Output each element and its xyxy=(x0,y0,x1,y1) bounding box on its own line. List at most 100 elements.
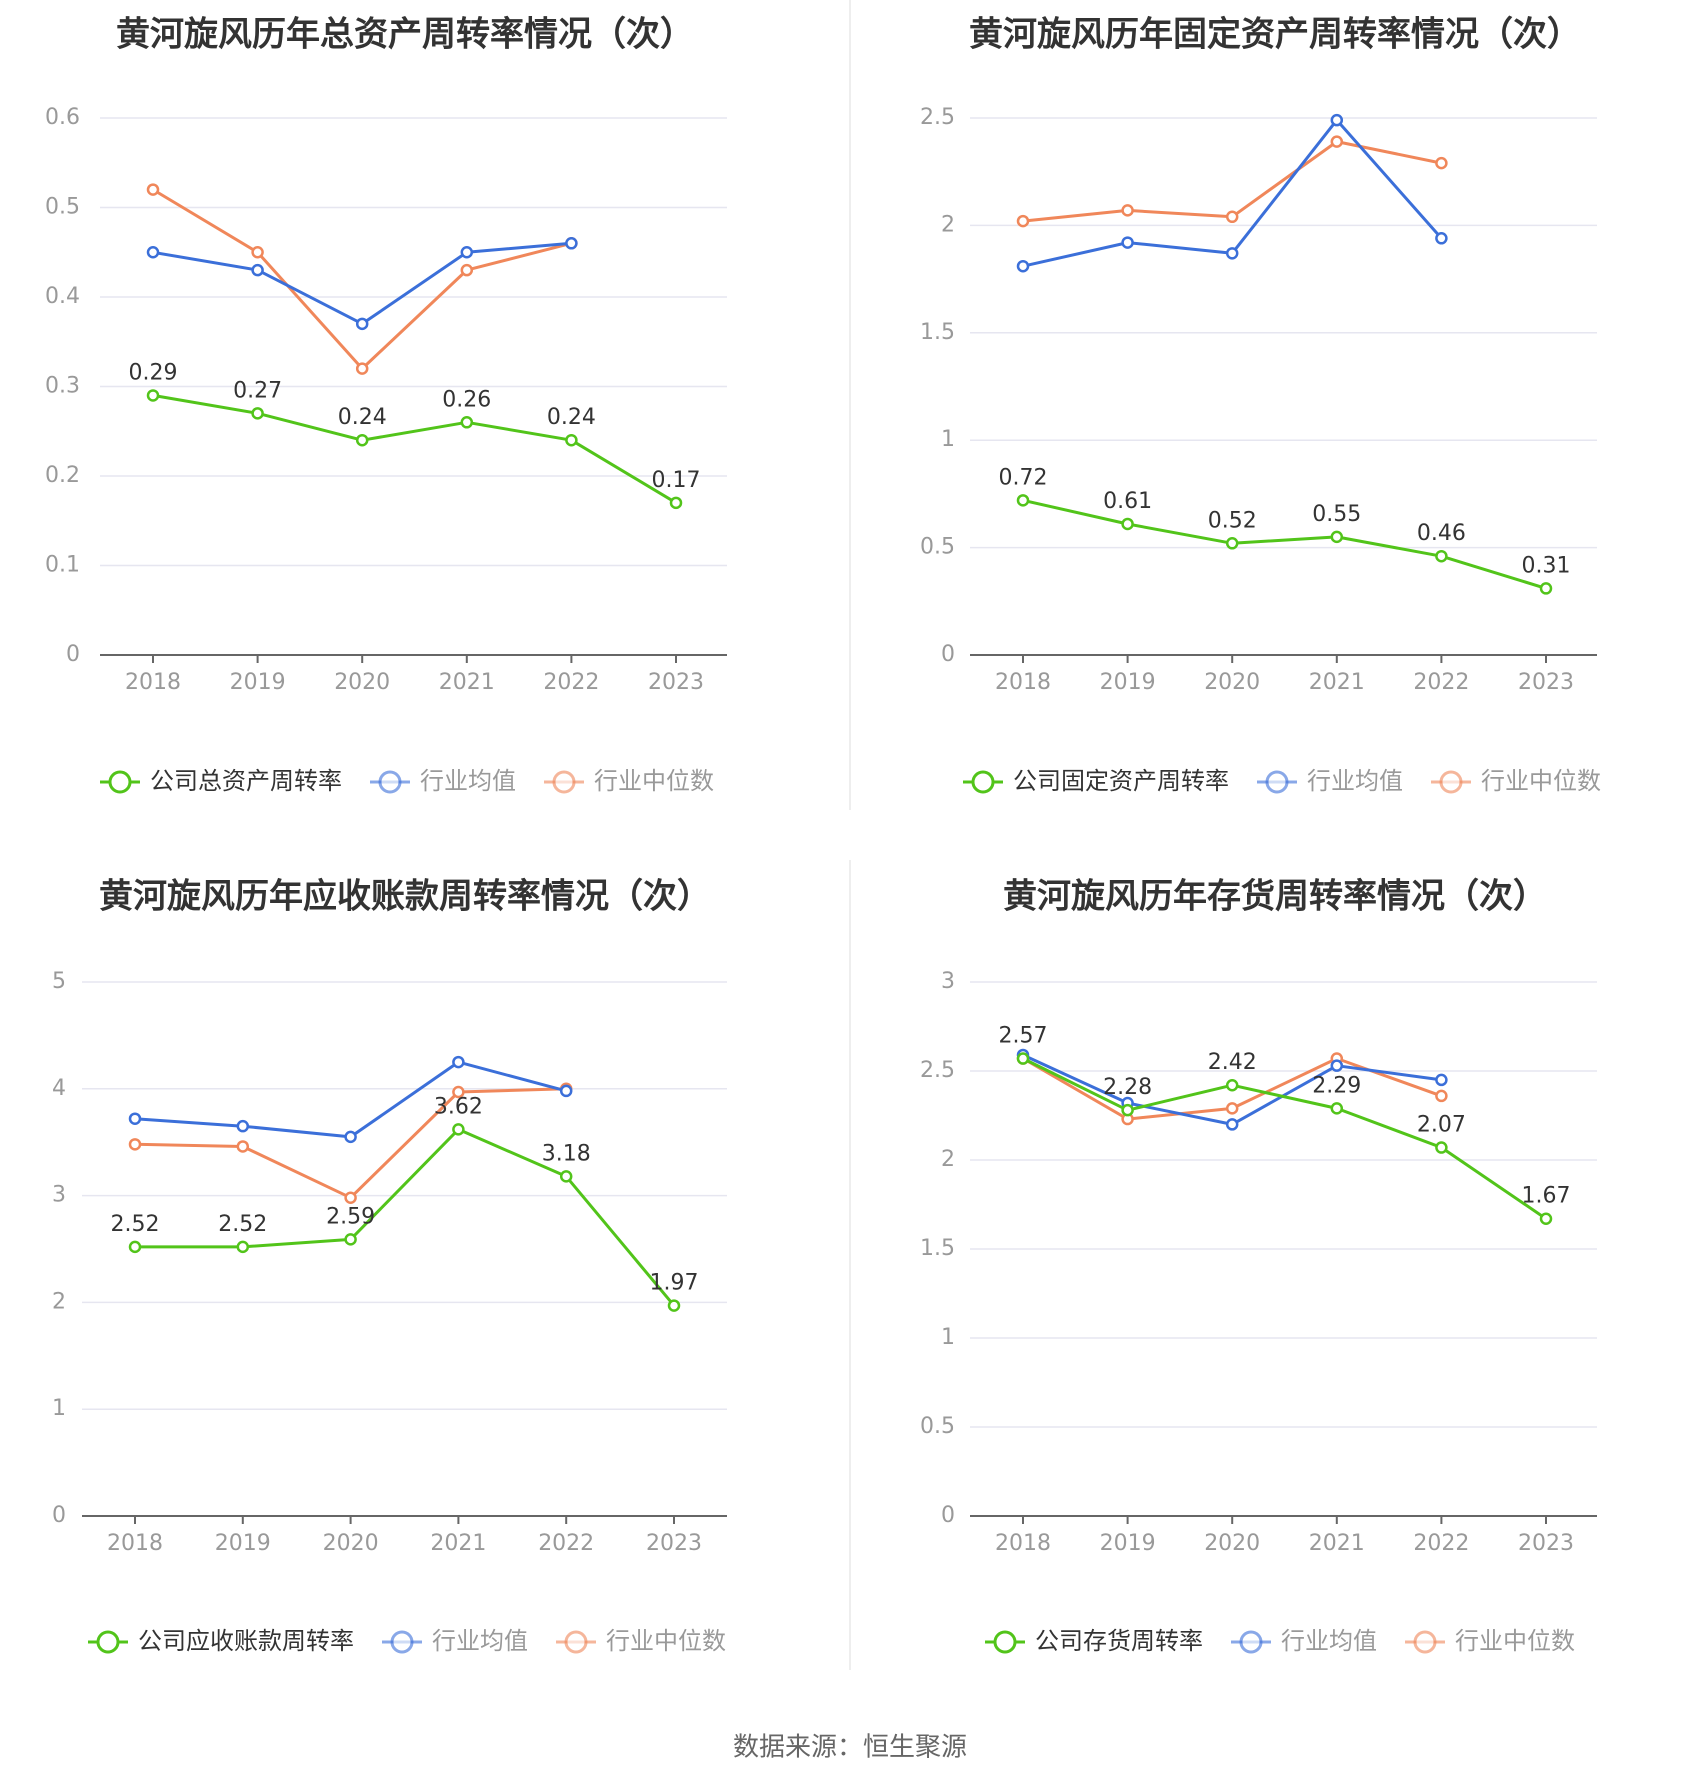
x-tick-label: 2022 xyxy=(538,1531,594,1556)
data-label: 2.59 xyxy=(326,1204,375,1229)
x-tick-label: 2020 xyxy=(334,670,390,695)
legend-marker xyxy=(1439,770,1463,794)
x-tick-label: 2018 xyxy=(995,1531,1051,1556)
legend-marker xyxy=(993,1630,1017,1654)
data-label: 0.24 xyxy=(547,405,596,430)
y-tick-label: 1 xyxy=(941,1325,955,1350)
data-point-company xyxy=(559,1170,573,1183)
data-label: 0.55 xyxy=(1312,502,1361,527)
data-point-company xyxy=(667,1299,681,1312)
x-tick-label: 2022 xyxy=(1413,670,1469,695)
legend-marker xyxy=(971,770,995,794)
legend-label: 行业中位数 xyxy=(594,767,714,795)
y-tick-label: 2 xyxy=(52,1289,66,1314)
y-tick-label: 1 xyxy=(941,427,955,452)
data-source: 数据来源：恒生聚源 xyxy=(733,1733,967,1763)
chart-panel-3: 黄河旋风历年应收账款周转率情况（次） 0 1 2 3 4 5 2018 2019 2020 2021… xyxy=(52,877,727,1655)
x-tick-label: 2021 xyxy=(1309,670,1365,695)
data-point-avg xyxy=(565,237,578,250)
data-label: 3.18 xyxy=(542,1141,591,1166)
x-tick-label: 2021 xyxy=(439,670,495,695)
legend-label: 行业中位数 xyxy=(1455,1627,1575,1655)
series-median xyxy=(146,183,578,375)
series-line-avg xyxy=(152,241,572,326)
legend-label: 公司总资产周转率 xyxy=(150,767,342,795)
series-line-company xyxy=(1022,498,1547,590)
series-line-median xyxy=(134,1087,567,1200)
y-tick-label: 1.5 xyxy=(920,1236,955,1261)
chart-panel-2: 黄河旋风历年固定资产周转率情况（次） 0 0.5 1 1.5 2 2.5 2018 2019 20… xyxy=(920,15,1601,796)
data-point-company xyxy=(344,1233,357,1246)
x-tick-label: 2023 xyxy=(1518,1531,1574,1556)
chart-title: 黄河旋风历年应收账款周转率情况（次） xyxy=(99,877,711,917)
data-point-company xyxy=(236,1240,250,1254)
series-company: 0.29 0.27 0.24 0.26 0.24 0.17 xyxy=(129,360,701,510)
legend-label: 行业中位数 xyxy=(606,1627,726,1655)
data-label: 0.61 xyxy=(1103,489,1152,514)
chart-title: 黄河旋风历年固定资产周转率情况（次） xyxy=(969,15,1581,55)
legend-item-company: 公司应收账款周转率 xyxy=(88,1627,354,1655)
legend-label: 行业均值 xyxy=(420,767,516,795)
y-tick-label: 1 xyxy=(52,1396,66,1421)
legend-item-company: 公司存货周转率 xyxy=(985,1627,1203,1655)
data-point-company xyxy=(128,1240,142,1254)
series-avg xyxy=(128,1055,573,1144)
data-label: 0.17 xyxy=(652,468,701,493)
legend-item-median: 行业中位数 xyxy=(544,767,714,795)
data-point-avg xyxy=(344,1130,357,1144)
data-point-company xyxy=(1121,517,1134,531)
data-label: 2.28 xyxy=(1103,1075,1152,1100)
y-tick-label: 4 xyxy=(52,1076,66,1101)
legend-item-company: 公司总资产周转率 xyxy=(100,767,342,795)
legend-marker xyxy=(96,1630,120,1654)
data-label: 0.27 xyxy=(233,378,282,403)
data-point-median xyxy=(355,362,369,375)
data-point-median xyxy=(236,1140,250,1153)
data-point-avg xyxy=(1330,1059,1344,1072)
data-point-avg xyxy=(355,317,369,331)
data-point-company xyxy=(1435,549,1448,563)
data-point-avg xyxy=(1225,1118,1239,1131)
series-line-median xyxy=(1022,140,1442,223)
data-label: 0.72 xyxy=(999,465,1048,490)
series-line-avg xyxy=(1022,118,1443,268)
x-tick-label: 2023 xyxy=(648,670,704,695)
legend-marker xyxy=(378,770,402,794)
data-point-company xyxy=(1539,582,1553,595)
data-point-avg xyxy=(559,1084,573,1098)
y-tick-label: 5 xyxy=(52,969,66,994)
data-point-median xyxy=(452,1085,465,1099)
y-tick-label: 2.5 xyxy=(920,1058,955,1083)
data-point-company xyxy=(1330,1102,1344,1115)
legend: 公司存货周转率 行业均值 行业中位数 xyxy=(985,1627,1575,1655)
legend-item-company: 公司固定资产周转率 xyxy=(963,767,1229,795)
data-point-company xyxy=(355,433,369,447)
data-point-company xyxy=(1016,1052,1030,1065)
chart-title: 黄河旋风历年存货周转率情况（次） xyxy=(1003,877,1547,917)
legend: 公司总资产周转率 行业均值 行业中位数 xyxy=(100,767,714,795)
legend-label: 行业均值 xyxy=(432,1627,528,1655)
legend-marker xyxy=(564,1630,588,1654)
legend-marker xyxy=(1413,1630,1437,1654)
data-point-median xyxy=(1121,204,1134,217)
data-point-median xyxy=(146,183,160,196)
data-point-company xyxy=(146,389,160,402)
y-tick-label: 0.4 xyxy=(45,284,80,309)
legend-marker xyxy=(390,1630,414,1654)
legend-item-avg: 行业均值 xyxy=(1231,1627,1377,1655)
y-tick-label: 0.5 xyxy=(45,195,80,220)
x-tick-label: 2023 xyxy=(1518,670,1574,695)
x-tick-label: 2018 xyxy=(125,670,181,695)
legend-label: 公司固定资产周转率 xyxy=(1013,767,1229,795)
y-tick-label: 0.2 xyxy=(45,463,80,488)
data-point-avg xyxy=(236,1119,250,1133)
data-label: 0.52 xyxy=(1208,508,1257,533)
data-label: 2.52 xyxy=(111,1212,160,1237)
data-point-avg xyxy=(128,1112,142,1125)
data-point-company xyxy=(1330,530,1344,544)
series-avg xyxy=(1016,113,1448,273)
data-point-company xyxy=(565,433,578,447)
y-tick-label: 0.3 xyxy=(45,374,80,399)
data-label: 3.62 xyxy=(434,1094,483,1119)
data-point-avg xyxy=(251,263,264,277)
